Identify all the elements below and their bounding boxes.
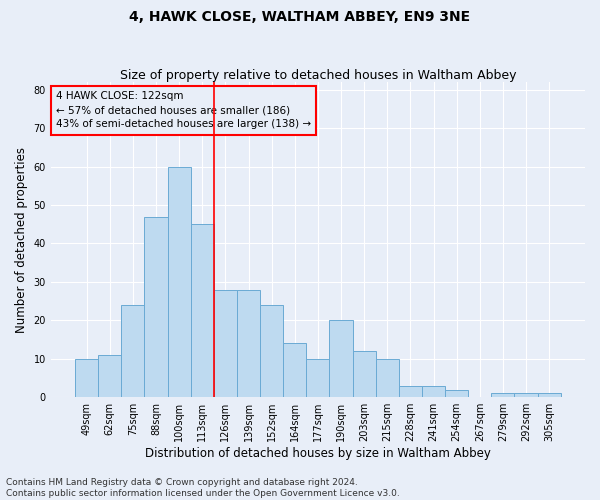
Bar bbox=[75, 359, 98, 397]
Bar bbox=[353, 351, 376, 397]
Bar bbox=[422, 386, 445, 397]
Text: 4 HAWK CLOSE: 122sqm
← 57% of detached houses are smaller (186)
43% of semi-deta: 4 HAWK CLOSE: 122sqm ← 57% of detached h… bbox=[56, 92, 311, 130]
Text: 4, HAWK CLOSE, WALTHAM ABBEY, EN9 3NE: 4, HAWK CLOSE, WALTHAM ABBEY, EN9 3NE bbox=[130, 10, 470, 24]
Bar bbox=[191, 224, 214, 397]
Bar bbox=[491, 394, 514, 397]
Bar bbox=[283, 344, 307, 397]
Text: Contains HM Land Registry data © Crown copyright and database right 2024.
Contai: Contains HM Land Registry data © Crown c… bbox=[6, 478, 400, 498]
Bar bbox=[237, 290, 260, 397]
Bar bbox=[376, 359, 399, 397]
Bar bbox=[260, 305, 283, 397]
Bar bbox=[167, 166, 191, 397]
Bar bbox=[329, 320, 353, 397]
Bar bbox=[445, 390, 468, 397]
Bar bbox=[514, 394, 538, 397]
Y-axis label: Number of detached properties: Number of detached properties bbox=[15, 146, 28, 332]
Bar bbox=[145, 216, 167, 397]
Bar bbox=[98, 355, 121, 397]
Bar bbox=[399, 386, 422, 397]
Bar bbox=[538, 394, 561, 397]
Bar bbox=[307, 359, 329, 397]
Bar bbox=[214, 290, 237, 397]
X-axis label: Distribution of detached houses by size in Waltham Abbey: Distribution of detached houses by size … bbox=[145, 447, 491, 460]
Title: Size of property relative to detached houses in Waltham Abbey: Size of property relative to detached ho… bbox=[119, 69, 516, 82]
Bar bbox=[121, 305, 145, 397]
